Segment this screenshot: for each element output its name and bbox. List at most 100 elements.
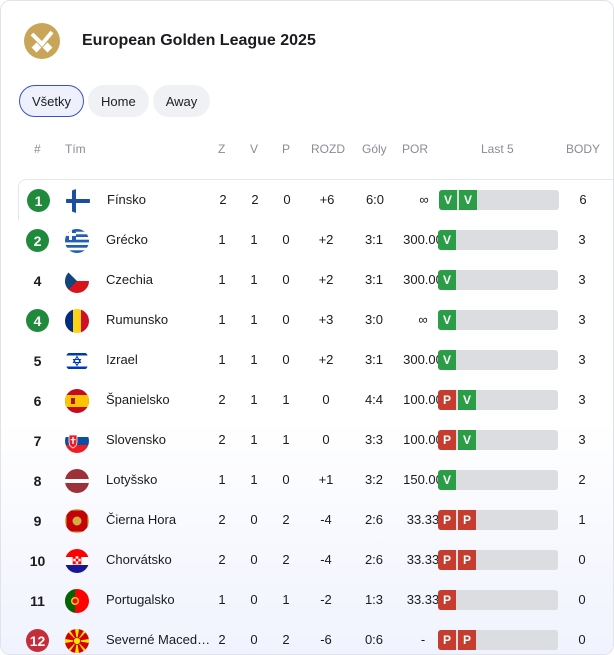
win-result-badge[interactable]: V [459,190,477,210]
col-points-header[interactable]: BODY [566,142,601,156]
position-badge: 12 [26,629,49,652]
played-cell: 2 [219,192,227,207]
latvia-flag-icon [65,469,89,493]
goals-cell: 6:0 [365,192,385,207]
win-result-badge[interactable]: V [458,430,476,450]
position-badge: 7 [33,432,42,449]
position-badge: 10 [29,552,46,569]
win-result-badge[interactable]: V [438,230,456,250]
points-cell: 3 [578,352,586,367]
won-cell: 0 [250,632,258,647]
loss-result-badge[interactable]: P [438,430,456,450]
points-cell: 3 [578,312,586,327]
win-result-badge[interactable]: V [438,270,456,290]
filter-home-tab[interactable]: Home [88,85,149,117]
team-name[interactable]: Lotyšsko [106,472,158,487]
filter-all-tab[interactable]: Všetky [19,85,85,117]
table-row[interactable]: 10 Chorvátsko 2 0 2 -4 2:6 33.33 0 P P [18,540,613,580]
win-result-badge[interactable]: V [439,190,457,210]
team-name[interactable]: Fínsko [107,192,147,207]
last-5-form: V [438,470,558,490]
last-5-form: V [438,310,558,330]
col-team-header[interactable]: Tím [65,142,86,156]
col-pos-header[interactable]: # [34,142,41,156]
team-name[interactable]: Izrael [106,352,138,367]
team-name[interactable]: Severné Macedónsko [106,632,211,647]
position-badge: 11 [30,592,45,609]
won-cell: 1 [250,232,258,247]
won-cell: 1 [250,472,258,487]
table-row[interactable]: 4 Czechia 1 1 0 +2 3:1 300.00 3 V [18,260,613,300]
points-cell: 3 [578,392,586,407]
played-cell: 1 [218,592,226,607]
lost-cell: 0 [282,472,290,487]
team-name[interactable]: Grécko [106,232,148,247]
diff-cell: -4 [320,512,332,527]
table-row[interactable]: 7 Slovensko 2 1 1 0 3:3 100.00 3 P V [18,420,613,460]
diff-cell: +2 [318,352,334,367]
table-row[interactable]: 2 Grécko 1 1 0 +2 3:1 300.00 3 V [18,220,613,260]
finland-flag-icon [66,189,90,213]
won-cell: 1 [250,352,258,367]
loss-result-badge[interactable]: P [438,390,456,410]
col-lost-header[interactable]: P [282,142,291,156]
filter-away-tab[interactable]: Away [152,85,211,117]
loss-result-badge[interactable]: P [458,550,476,570]
won-cell: 1 [250,432,258,447]
loss-result-badge[interactable]: P [438,550,456,570]
played-cell: 2 [218,552,226,567]
win-result-badge[interactable]: V [458,390,476,410]
diff-cell: -4 [320,552,332,567]
loss-result-badge[interactable]: P [458,510,476,530]
loss-result-badge[interactable]: P [438,510,456,530]
team-name[interactable]: Španielsko [106,392,170,407]
col-won-header[interactable]: V [250,142,259,156]
played-cell: 1 [218,312,226,327]
col-goals-header[interactable]: Góly [362,142,387,156]
por-cell: 150.00 [403,472,443,487]
team-name[interactable]: Slovensko [106,432,166,447]
por-cell: 300.00 [403,352,443,367]
played-cell: 1 [218,232,226,247]
table-row[interactable]: 9 Čierna Hora 2 0 2 -4 2:6 33.33 1 P P [18,500,613,540]
col-played-header[interactable]: Z [218,142,226,156]
table-row[interactable]: 12 Severné Macedónsko 2 0 2 -6 0:6 - 0 PP [18,620,613,654]
win-result-badge[interactable]: V [438,350,456,370]
won-cell: 1 [250,272,258,287]
team-name[interactable]: Chorvátsko [106,552,172,567]
table-row[interactable]: 11 Portugalsko 1 0 1 -2 1:3 33.33 0 P [18,580,613,620]
win-result-badge[interactable]: V [438,470,456,490]
table-row[interactable]: 6 Španielsko 2 1 1 0 4:4 100.00 3 P V [18,380,613,420]
filter-tabs: Všetky Home Away [19,85,211,117]
team-name[interactable]: Czechia [106,272,153,287]
loss-result-badge[interactable]: P [438,630,456,650]
won-cell: 1 [250,392,258,407]
position-badge: 4 [33,272,42,289]
col-por-header[interactable]: POR [402,142,429,156]
position-badge: 2 [26,229,49,252]
lost-cell: 1 [282,432,290,447]
table-row[interactable]: 8 Lotyšsko 1 1 0 +1 3:2 150.00 2 V [18,460,613,500]
won-cell: 0 [250,592,258,607]
table-row[interactable]: 4 Rumunsko 1 1 0 +3 3:0 ∞ 3 V [18,300,613,340]
table-row[interactable]: 5 Izrael 1 1 0 +2 3:1 300.00 3 V [18,340,613,380]
loss-result-badge[interactable]: P [438,590,456,610]
position-badge: 9 [33,512,42,529]
last-5-form: V [438,230,558,250]
table-header: # Tím Z V P ROZD Góly POR Last 5 BODY [1,142,613,160]
played-cell: 2 [218,512,226,527]
team-name[interactable]: Rumunsko [106,312,169,327]
loss-result-badge[interactable]: P [458,630,476,650]
lost-cell: 2 [282,512,290,527]
col-diff-header[interactable]: ROZD [311,142,345,156]
table-row[interactable]: 1 Fínsko 2 2 0 +6 6:0 ∞ 6 V V [18,179,613,220]
team-name[interactable]: Portugalsko [106,592,175,607]
points-cell: 2 [578,472,586,487]
goals-cell: 3:0 [364,312,384,327]
spain-flag-icon [65,389,89,413]
team-name[interactable]: Čierna Hora [106,512,177,527]
win-result-badge[interactable]: V [438,310,456,330]
